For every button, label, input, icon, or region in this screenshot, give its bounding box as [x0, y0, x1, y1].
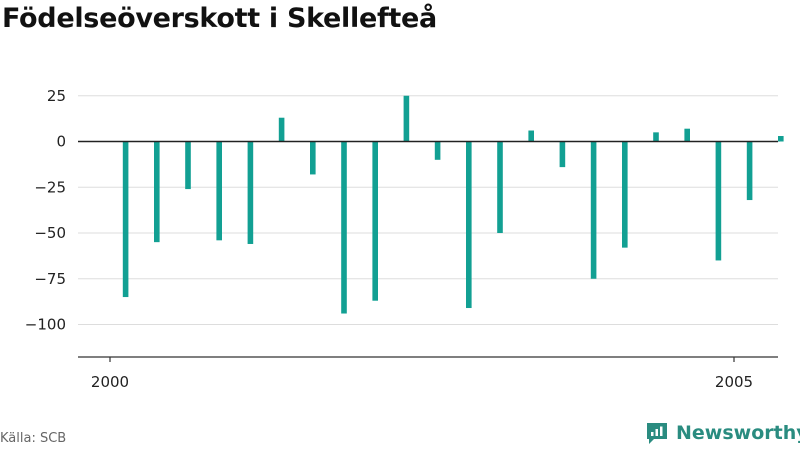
bar — [434, 141, 441, 160]
bar — [216, 141, 222, 241]
bar — [746, 141, 753, 201]
x-tick-label: 2005 — [715, 373, 753, 391]
bar — [684, 128, 690, 142]
x-tick-labels: 200020052010201520202025 — [91, 373, 753, 391]
bar — [528, 130, 534, 142]
y-tick-label: −50 — [34, 224, 66, 242]
bar — [247, 141, 254, 244]
bar — [466, 141, 472, 309]
y-grid — [78, 95, 778, 325]
bar — [278, 117, 285, 142]
y-tick-label: 25 — [47, 87, 66, 105]
bar — [372, 141, 378, 301]
bar — [622, 141, 628, 248]
bar — [154, 141, 160, 243]
source-note: Källa: SCB — [0, 431, 67, 446]
y-tick-label: −25 — [34, 178, 66, 196]
y-tick-label: 0 — [56, 133, 66, 151]
y-tick-labels: 25 0 −25 −50 −75 −100 — [25, 87, 66, 334]
bar — [778, 136, 784, 142]
chart-title: Födelseöverskott i Skellefteå — [2, 3, 437, 34]
bar — [653, 132, 659, 142]
bar — [403, 95, 410, 142]
bar — [559, 141, 566, 168]
bar — [590, 141, 597, 279]
newsworthy-logo-icon — [647, 423, 667, 444]
bars — [122, 95, 784, 314]
y-tick-label: −100 — [25, 316, 66, 334]
y-tick-label: −75 — [34, 270, 66, 288]
bar — [310, 141, 316, 175]
x-tick-label: 2000 — [91, 373, 129, 391]
x-axis — [78, 356, 778, 362]
bar — [185, 141, 191, 190]
bar — [122, 141, 129, 298]
brand-name: Newsworthy — [676, 422, 800, 444]
bar — [341, 141, 347, 314]
brand-logo: Newsworthy — [644, 420, 800, 446]
bar — [497, 141, 503, 233]
bar — [715, 141, 722, 261]
